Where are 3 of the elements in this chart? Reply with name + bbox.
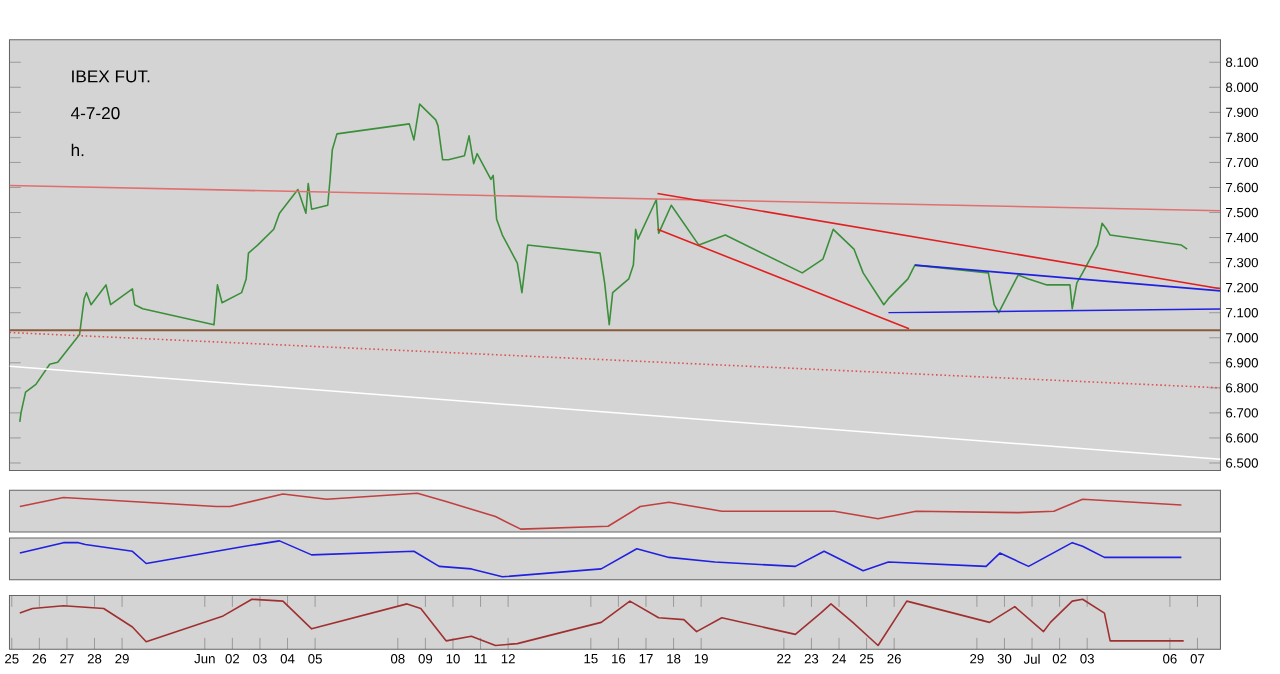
annotation: IBEX FUT. [72,69,150,82]
annotation: h. [71,143,84,156]
annotation: 4-7-20 [70,106,120,119]
